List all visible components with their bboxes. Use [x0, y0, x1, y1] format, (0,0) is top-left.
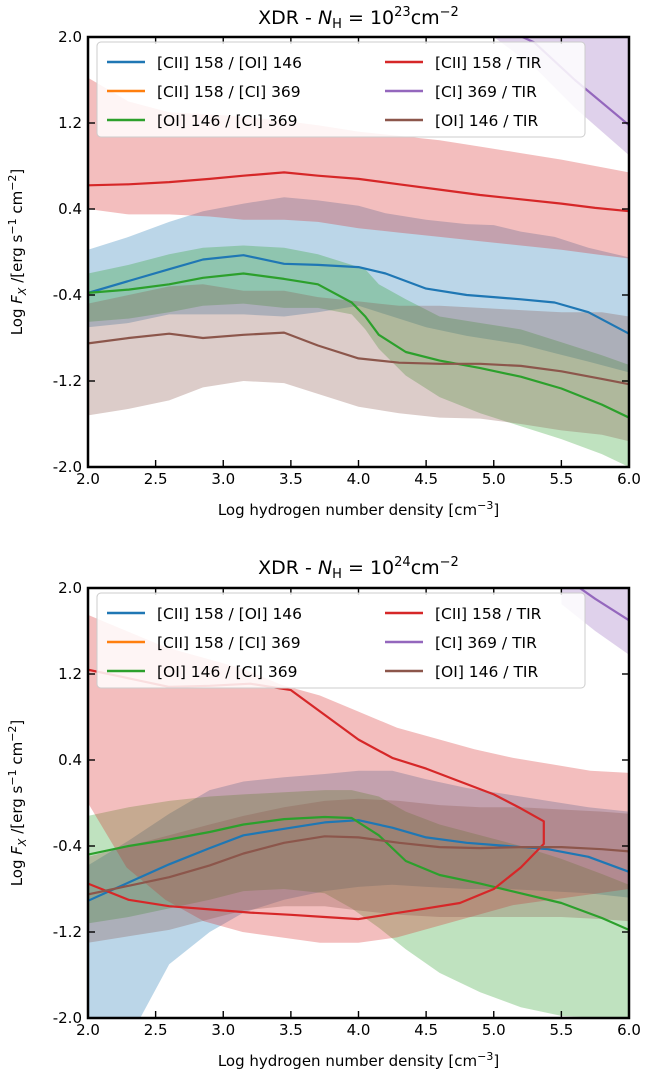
y-tick-label: -0.4 — [53, 837, 82, 855]
legend-label: [CII] 158 / [CI] 369 — [157, 83, 301, 101]
chart-panel-2: 2.0 2.5 3.0 3.5 4.0 4.5 5.0 5.5 6.0 -2.0 -1.2 -0.4 0… — [6, 555, 641, 1070]
legend-label: [OI] 146 / [CI] 369 — [157, 663, 297, 681]
x-tick-label: 5.5 — [549, 470, 573, 488]
legend-label: [CI] 369 / TIR — [435, 83, 537, 101]
legend-label: [CII] 158 / [OI] 146 — [157, 54, 302, 72]
y-axis-label: Log FX /[erg s−1 cm−2] — [6, 169, 29, 336]
y-tick-label: -0.4 — [53, 286, 82, 304]
x-tick-label: 6.0 — [617, 1021, 641, 1039]
legend-label: [OI] 146 / TIR — [435, 663, 538, 681]
x-tick-label: 5.0 — [482, 470, 506, 488]
legend-label: [CII] 158 / [OI] 146 — [157, 605, 302, 623]
band-6 — [88, 798, 629, 943]
legend-label: [CI] 369 / TIR — [435, 634, 537, 652]
y-tick-label: -2.0 — [53, 458, 82, 476]
y-axis-label: Log FX /[erg s−1 cm−2] — [6, 720, 29, 887]
series-line-3 — [88, 272, 629, 419]
x-tick-label: 2.0 — [76, 470, 100, 488]
legend-box — [96, 41, 586, 138]
y-tick-label: 0.4 — [58, 751, 82, 769]
series-line-6 — [88, 835, 629, 896]
legend: [CII] 158 / [OI] 146 [CII] 158 / [CI] 369… — [96, 592, 586, 689]
legend-label: [CII] 158 / [CI] 369 — [157, 634, 301, 652]
x-tick-label: 5.5 — [549, 1021, 573, 1039]
x-tick-label: 5.0 — [482, 1021, 506, 1039]
x-tick-label: 6.0 — [617, 470, 641, 488]
series-line-6 — [88, 331, 629, 386]
y-tick-label: 2.0 — [58, 28, 82, 46]
x-tick-label: 4.5 — [414, 1021, 438, 1039]
band-3 — [88, 245, 629, 467]
x-tick-label: 2.5 — [144, 1021, 168, 1039]
x-tick-label: 3.5 — [279, 1021, 303, 1039]
x-tick-label: 3.0 — [211, 470, 235, 488]
x-tick-label: 4.5 — [414, 470, 438, 488]
series-line-3 — [88, 815, 629, 931]
x-axis-label: Log hydrogen number density [cm−3] — [218, 499, 499, 519]
y-tick-label: -1.2 — [53, 923, 82, 941]
band-1 — [88, 197, 629, 373]
chart-title: XDR - NH = 1023cm−2 — [258, 5, 459, 32]
y-tick-label: 1.2 — [58, 665, 82, 683]
x-tick-label: 4.0 — [347, 1021, 371, 1039]
legend-label: [CII] 158 / TIR — [435, 54, 542, 72]
x-tick-label: 3.0 — [211, 1021, 235, 1039]
y-tick-label: -2.0 — [53, 1009, 82, 1027]
x-tick-label: 2.0 — [76, 1021, 100, 1039]
y-tick-label: -1.2 — [53, 372, 82, 390]
band-6 — [88, 284, 629, 442]
x-tick-label: 3.5 — [279, 470, 303, 488]
chart-title: XDR - NH = 1024cm−2 — [258, 555, 459, 582]
series-line-5 — [577, 588, 629, 622]
legend: [CII] 158 / [OI] 146 [CII] 158 / [CI] 369… — [96, 41, 586, 138]
legend-label: [CII] 158 / TIR — [435, 605, 542, 623]
series-line-1 — [88, 254, 629, 335]
x-axis-label: Log hydrogen number density [cm−3] — [218, 1050, 499, 1070]
legend-box — [96, 592, 586, 689]
chart-panel-1: 2.0 2.5 3.0 3.5 4.0 4.5 5.0 5.5 6.0 -2.0 -1.2 -0.4 0… — [6, 5, 641, 519]
x-tick-label: 4.0 — [347, 470, 371, 488]
y-tick-label: 2.0 — [58, 579, 82, 597]
legend-label: [OI] 146 / TIR — [435, 112, 538, 130]
band-1 — [88, 770, 629, 1018]
band-5 — [493, 37, 629, 156]
y-tick-label: 0.4 — [58, 200, 82, 218]
x-tick-label: 2.5 — [144, 470, 168, 488]
series-line-4 — [88, 171, 629, 213]
legend-label: [OI] 146 / [CI] 369 — [157, 112, 297, 130]
y-tick-label: 1.2 — [58, 114, 82, 132]
